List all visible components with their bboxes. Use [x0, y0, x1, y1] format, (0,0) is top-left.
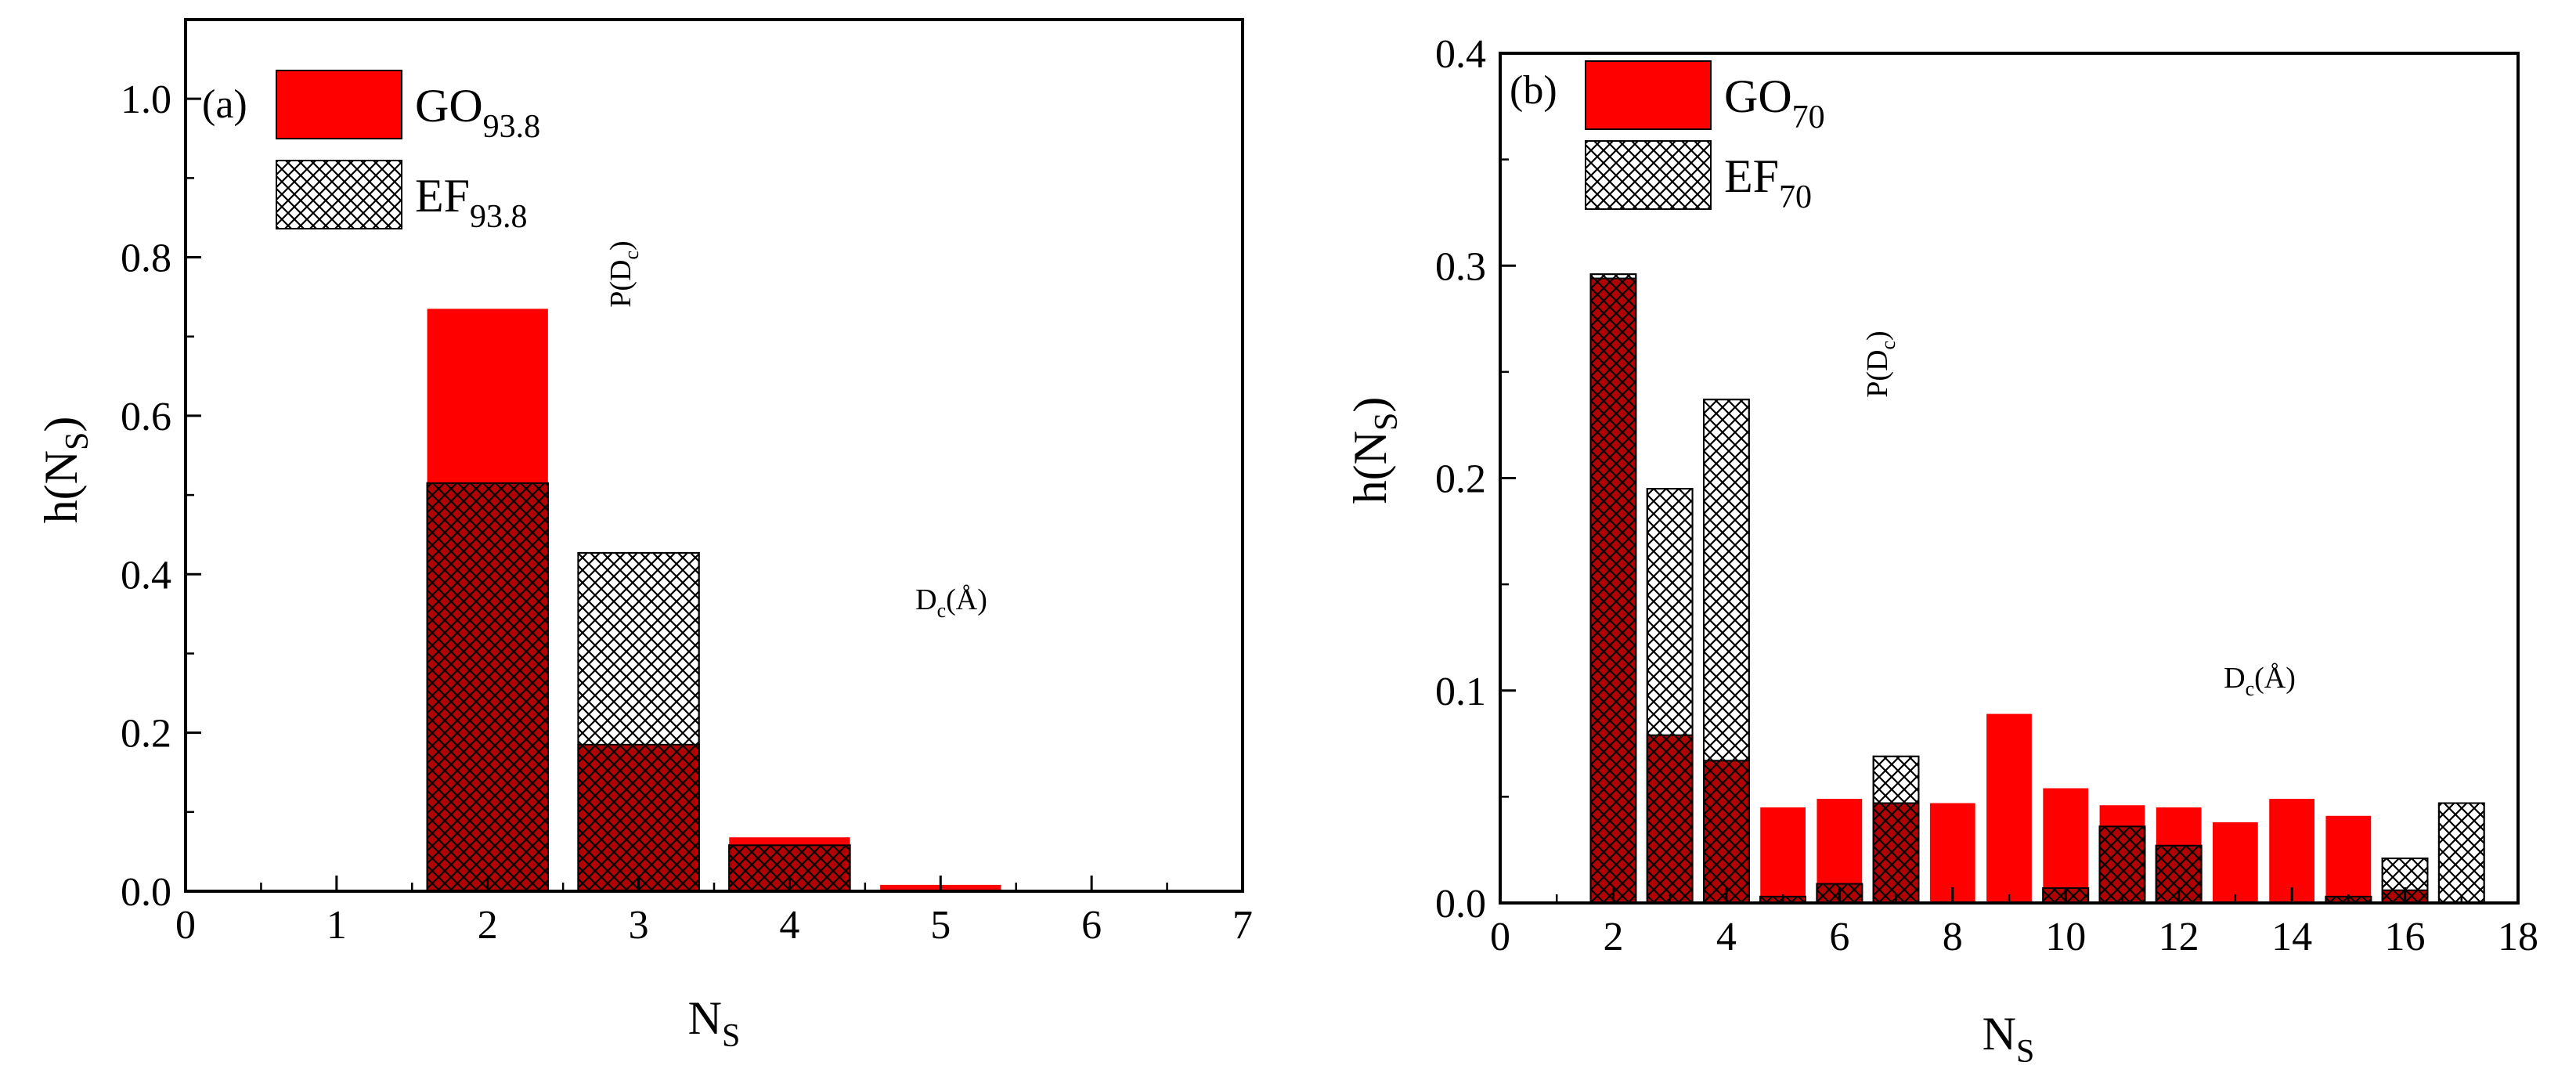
- panel-a-ylabel: h(NS): [35, 417, 96, 524]
- panel-b: 0 2 4 6 8 10 12 14 16 18 0.0 0.1 0.2 0.3 0.4 GO70 EF70…: [1344, 32, 2538, 1070]
- panel-b-ticks: 0 2 4 6 8 10 12 14 16 18 0.0 0.1 0.2 0.3 0.4: [1435, 32, 2538, 959]
- panel-b-inset-ylabel: P(Dc): [1861, 330, 1900, 397]
- panel-a-inset-xlabel: Dc(Å): [915, 583, 987, 622]
- bar-go70-x9: [1986, 713, 2032, 903]
- bar-go70-x14: [2269, 799, 2314, 903]
- y-tick-label: 0.4: [121, 553, 171, 598]
- panel-b-inset-xlabel: Dc(Å): [2224, 662, 2296, 700]
- x-tick-label: 7: [1232, 903, 1253, 948]
- panel-b-legend: GO70 EF70: [1585, 60, 1825, 215]
- y-tick-label: 0.2: [1435, 457, 1486, 502]
- y-tick-label: 0.6: [121, 395, 171, 439]
- y-tick-label: 0.8: [121, 237, 171, 281]
- legend-label-go70: GO70: [1724, 70, 1825, 135]
- legend-label-go93-8: GO93.8: [415, 80, 540, 145]
- panel-a-inset-ylabel: P(Dc): [604, 240, 643, 307]
- legend-swatch-ef93-8: [276, 160, 402, 229]
- panel-a-bars: [426, 309, 1001, 893]
- x-tick-label: 0: [1490, 915, 1510, 959]
- x-tick-label: 2: [478, 903, 498, 948]
- bar-overlap-hatch-x4: [1703, 760, 1750, 905]
- x-tick-label: 6: [1081, 903, 1102, 948]
- panel-b-bars: [1589, 273, 2485, 905]
- y-tick-label: 1.0: [121, 78, 171, 122]
- x-tick-label: 8: [1943, 915, 1963, 959]
- bar-overlap-hatch-x3: [1646, 734, 1694, 905]
- legend-label-ef70: EF70: [1724, 150, 1812, 215]
- y-tick-label: 0.0: [121, 870, 171, 915]
- x-tick-label: 0: [175, 903, 196, 948]
- legend-swatch-ef70: [1585, 140, 1712, 210]
- x-tick-label: 2: [1603, 915, 1623, 959]
- bar-overlap-hatch-x11: [2098, 825, 2146, 904]
- panel-a-xlabel: NS: [688, 992, 741, 1054]
- legend-swatch-go93-8: [276, 70, 402, 139]
- bar-go70-x10: [2043, 788, 2089, 903]
- x-tick-label: 1: [327, 903, 347, 948]
- panel-a-label: (a): [202, 82, 247, 127]
- bar-go70-x5: [1760, 807, 1806, 903]
- bar-ef70-x17: [2437, 802, 2485, 904]
- x-tick-label: 6: [1829, 915, 1849, 959]
- panel-b-ylabel: h(NS): [1344, 397, 1405, 504]
- y-tick-label: 0.1: [1435, 670, 1486, 714]
- panel-a: 0 1 2 3 4 5 6 7 0.0 0.2 0.4 0.6 0.8 1.0 GO93.8 EF93.8…: [35, 18, 1253, 1054]
- y-tick-label: 0.2: [121, 712, 171, 757]
- bar-go70-x13: [2213, 822, 2258, 903]
- x-tick-label: 12: [2159, 915, 2199, 959]
- bar-overlap-hatch-x2: [1589, 277, 1637, 904]
- x-tick-label: 4: [779, 903, 799, 948]
- bar-overlap-hatch-x3: [577, 743, 700, 893]
- panel-a-legend: GO93.8 EF93.8: [276, 70, 540, 235]
- x-tick-label: 4: [1716, 915, 1737, 959]
- x-tick-label: 14: [2271, 915, 2312, 959]
- legend-label-ef93-8: EF93.8: [415, 170, 528, 235]
- bar-overlap-hatch-x7: [1872, 802, 1920, 904]
- x-tick-label: 16: [2385, 915, 2426, 959]
- x-tick-label: 3: [629, 903, 649, 948]
- x-tick-label: 18: [2498, 915, 2538, 959]
- x-tick-label: 10: [2045, 915, 2086, 959]
- y-tick-label: 0.4: [1435, 32, 1486, 77]
- legend-swatch-go70: [1585, 60, 1712, 130]
- bar-overlap-hatch-x2: [426, 482, 549, 892]
- bar-go70-x8: [1929, 803, 1975, 903]
- x-tick-label: 5: [930, 903, 951, 948]
- panel-a-axes-frame: [184, 18, 1244, 893]
- y-tick-label: 0.3: [1435, 244, 1486, 289]
- bar-go70-x15: [2325, 815, 2372, 903]
- panel-b-label: (b): [1510, 68, 1557, 113]
- panel-b-xlabel: NS: [1983, 1008, 2035, 1070]
- panel-a-ticks: 0 1 2 3 4 5 6 7 0.0 0.2 0.4 0.6 0.8 1.0: [121, 18, 1253, 948]
- y-tick-label: 0.0: [1435, 882, 1486, 926]
